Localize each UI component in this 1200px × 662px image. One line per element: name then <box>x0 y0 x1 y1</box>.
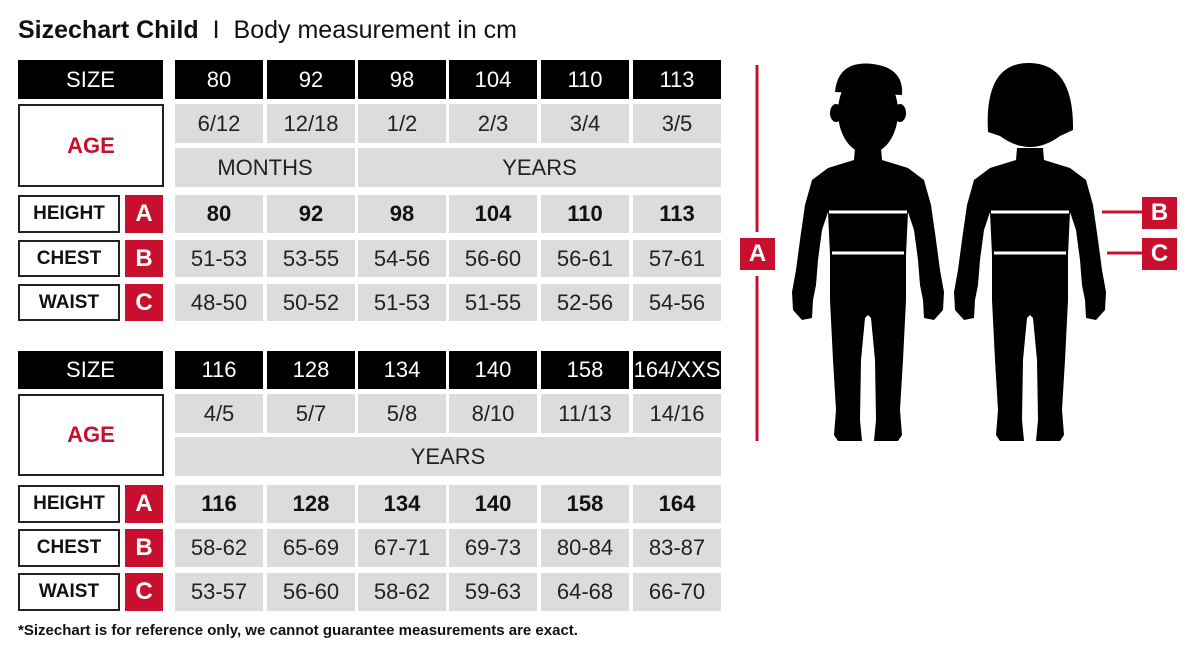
chest-label: CHEST <box>18 529 120 567</box>
size-value: 128 <box>267 351 355 389</box>
chest-value: 54-56 <box>358 240 446 277</box>
age-label: AGE <box>18 394 164 476</box>
chest-value: 83-87 <box>633 529 721 567</box>
height-value: 92 <box>267 195 355 233</box>
age-value: 5/7 <box>267 394 355 433</box>
waist-label: WAIST <box>18 284 120 321</box>
chest-value: 58-62 <box>175 529 263 567</box>
height-value: 128 <box>267 485 355 523</box>
waist-value: 51-55 <box>449 284 537 321</box>
chest-label: CHEST <box>18 240 120 277</box>
age-value: 2/3 <box>449 104 537 143</box>
waist-letter: C <box>125 284 163 321</box>
waist-marker-c: C <box>1142 238 1177 270</box>
size-value: 113 <box>633 60 721 99</box>
waist-value: 59-63 <box>449 573 537 611</box>
waist-value: 66-70 <box>633 573 721 611</box>
age-value: 11/13 <box>541 394 629 433</box>
boy-hair <box>835 63 903 95</box>
chest-value: 53-55 <box>267 240 355 277</box>
size-label: SIZE <box>18 351 163 389</box>
size-value: 158 <box>541 351 629 389</box>
age-value: 5/8 <box>358 394 446 433</box>
waist-value: 56-60 <box>267 573 355 611</box>
height-value: 140 <box>449 485 537 523</box>
size-value: 116 <box>175 351 263 389</box>
height-value: 116 <box>175 485 263 523</box>
waist-value: 53-57 <box>175 573 263 611</box>
height-value: 98 <box>358 195 446 233</box>
waist-label: WAIST <box>18 573 120 611</box>
age-unit: YEARS <box>175 437 721 476</box>
size-label: SIZE <box>18 60 163 99</box>
size-value: 110 <box>541 60 629 99</box>
chest-value: 67-71 <box>358 529 446 567</box>
ear <box>830 104 842 122</box>
size-value: 140 <box>449 351 537 389</box>
chest-value: 56-60 <box>449 240 537 277</box>
waist-value: 54-56 <box>633 284 721 321</box>
waist-value: 48-50 <box>175 284 263 321</box>
chest-letter: B <box>125 240 163 277</box>
height-value: 164 <box>633 485 721 523</box>
height-label: HEIGHT <box>18 195 120 233</box>
chest-value: 80-84 <box>541 529 629 567</box>
height-label: HEIGHT <box>18 485 120 523</box>
age-unit: MONTHS <box>175 148 355 187</box>
child-silhouette-body <box>792 148 944 441</box>
age-value: 4/5 <box>175 394 263 433</box>
age-unit: YEARS <box>358 148 721 187</box>
chest-value: 57-61 <box>633 240 721 277</box>
waist-value: 64-68 <box>541 573 629 611</box>
height-value: 80 <box>175 195 263 233</box>
size-value: 98 <box>358 60 446 99</box>
height-letter: A <box>125 195 163 233</box>
height-value: 104 <box>449 195 537 233</box>
size-value: 92 <box>267 60 355 99</box>
height-value: 158 <box>541 485 629 523</box>
chest-value: 51-53 <box>175 240 263 277</box>
age-value: 6/12 <box>175 104 263 143</box>
waist-letter: C <box>125 573 163 611</box>
waist-value: 51-53 <box>358 284 446 321</box>
title-main: Sizechart Child <box>18 16 199 44</box>
title-separator: I <box>212 16 220 44</box>
girl-head <box>987 62 1074 147</box>
size-value: 164/XXS <box>633 351 721 389</box>
chest-value: 69-73 <box>449 529 537 567</box>
chest-value: 65-69 <box>267 529 355 567</box>
title-subtitle: Body measurement in cm <box>233 16 517 44</box>
age-value: 14/16 <box>633 394 721 433</box>
size-value: 104 <box>449 60 537 99</box>
chest-letter: B <box>125 529 163 567</box>
age-value: 3/4 <box>541 104 629 143</box>
height-value: 113 <box>633 195 721 233</box>
size-value: 134 <box>358 351 446 389</box>
age-value: 3/5 <box>633 104 721 143</box>
ear <box>894 104 906 122</box>
waist-value: 50-52 <box>267 284 355 321</box>
footnote: *Sizechart is for reference only, we can… <box>18 622 578 639</box>
age-value: 1/2 <box>358 104 446 143</box>
age-value: 8/10 <box>449 394 537 433</box>
waist-value: 52-56 <box>541 284 629 321</box>
height-letter: A <box>125 485 163 523</box>
waist-value: 58-62 <box>358 573 446 611</box>
age-label: AGE <box>18 104 164 187</box>
age-value: 12/18 <box>267 104 355 143</box>
height-value: 134 <box>358 485 446 523</box>
height-marker-a: A <box>740 238 775 270</box>
chart-title: Sizechart Child I Body measurement in cm <box>18 16 517 45</box>
height-value: 110 <box>541 195 629 233</box>
chest-marker-b: B <box>1142 197 1177 229</box>
child-silhouette-body <box>954 148 1106 441</box>
size-value: 80 <box>175 60 263 99</box>
chest-value: 56-61 <box>541 240 629 277</box>
